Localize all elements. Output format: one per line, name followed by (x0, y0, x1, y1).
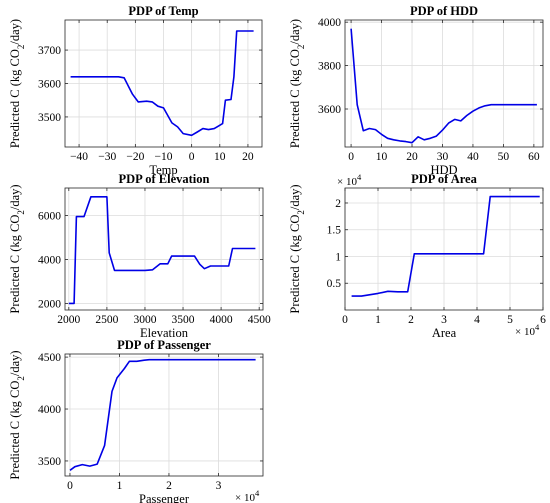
y-tick-label: 0.5 (327, 278, 342, 290)
y-tick-label: 2 (335, 198, 341, 210)
y-tick-label: 3600 (318, 104, 341, 116)
y-tick-label: 3600 (38, 79, 61, 91)
chart-area: 0 1 2 3 4 5 6 0.5 1 1.5 2 PDP of Area Area Predicted … (288, 172, 546, 340)
series-line-hdd (350, 28, 537, 144)
series-line-elevation (68, 196, 256, 305)
x-tick-label: 1 (375, 314, 381, 326)
chart-title: PDP of Area (411, 172, 477, 186)
x-tick-label: 40 (467, 151, 479, 163)
x-tick-label: 20 (242, 151, 254, 163)
y-tick-label: 2000 (38, 298, 61, 310)
y-tick-label: 3500 (38, 456, 61, 468)
y-tick-label: 1.5 (327, 225, 342, 237)
y-exponent: × 104 (337, 172, 362, 188)
x-tick-label: 5 (507, 314, 513, 326)
x-axis-label: Passenger (139, 492, 190, 503)
y-tick-label: 4000 (38, 254, 61, 266)
x-tick-label: 4500 (248, 314, 271, 326)
x-exponent: × 104 (515, 322, 540, 338)
x-axis-label: HDD (430, 163, 457, 177)
x-tick-label: −20 (126, 151, 144, 163)
x-exponent: × 104 (235, 488, 260, 503)
x-axis-label: Elevation (140, 326, 189, 340)
x-tick-label: 3 (216, 480, 222, 492)
x-tick-label: 0 (348, 151, 354, 163)
x-tick-label: −40 (70, 151, 88, 163)
x-tick-label: 30 (437, 151, 449, 163)
chart-title: PDP of HDD (410, 4, 478, 18)
y-tick-label: 4000 (318, 17, 341, 29)
x-tick-label: 1 (117, 480, 123, 492)
x-axis-label: Area (432, 326, 457, 340)
plot-frame (344, 19, 544, 148)
x-tick-label: −10 (155, 151, 173, 163)
y-axis-label: Predicted C (kg CO2/day) (8, 350, 26, 479)
x-tick-label: 60 (528, 151, 540, 163)
x-tick-label: 50 (498, 151, 510, 163)
x-tick-label: 3500 (172, 314, 195, 326)
x-tick-label: 2 (408, 314, 414, 326)
y-tick-label: 3500 (38, 112, 61, 124)
chart-temp: −40 −30 −20 −10 0 10 20 3500 3600 3700 PDP of Temp… (8, 4, 263, 177)
x-axis-label: Temp (149, 163, 177, 177)
x-tick-label: 10 (376, 151, 388, 163)
y-axis-label: Predicted C (kg CO2/day) (288, 184, 306, 313)
x-tick-label: 20 (406, 151, 418, 163)
plot-frame (64, 353, 264, 477)
x-tick-label: 0 (189, 151, 195, 163)
x-tick-label: 0 (67, 480, 73, 492)
y-tick-label: 3800 (318, 61, 341, 73)
y-tick-label: 3700 (38, 45, 61, 57)
chart-title: PDP of Passenger (117, 338, 211, 352)
series-line-area (351, 195, 540, 297)
x-tick-label: 4000 (210, 314, 233, 326)
x-tick-label: 6 (540, 314, 546, 326)
x-tick-label: 3000 (133, 314, 156, 326)
y-tick-label: 1 (335, 251, 341, 263)
y-tick-label: 4000 (38, 404, 61, 416)
y-axis-label: Predicted C (kg CO2/day) (288, 19, 306, 148)
chart-hdd: 0 10 20 30 40 50 60 3600 3800 4000 PDP of HDD HDD Pr… (288, 4, 544, 177)
chart-title: PDP of Elevation (119, 172, 210, 186)
chart-passenger: 0 1 2 3 3500 4000 4500 PDP of Passenger Passenge… (8, 338, 264, 503)
x-tick-label: −30 (98, 151, 116, 163)
x-tick-label: 2 (166, 480, 172, 492)
chart-title: PDP of Temp (128, 4, 198, 18)
series-line-temp (70, 30, 254, 137)
x-tick-label: 4 (474, 314, 480, 326)
y-tick-label: 6000 (38, 210, 61, 222)
x-tick-label: 2500 (95, 314, 118, 326)
series-line-passenger (69, 358, 256, 471)
y-axis-label: Predicted C (kg CO2/day) (8, 19, 26, 148)
y-tick-label: 4500 (38, 352, 61, 364)
x-tick-label: 0 (342, 314, 348, 326)
x-tick-label: 2000 (57, 314, 80, 326)
y-axis-label: Predicted C (kg CO2/day) (8, 184, 26, 313)
x-tick-label: 10 (214, 151, 226, 163)
plot-frame (64, 187, 264, 311)
x-tick-label: 3 (441, 314, 447, 326)
chart-elevation: 2000 2500 3000 3500 4000 4500 2000 4000 6000 PDP … (8, 172, 271, 340)
